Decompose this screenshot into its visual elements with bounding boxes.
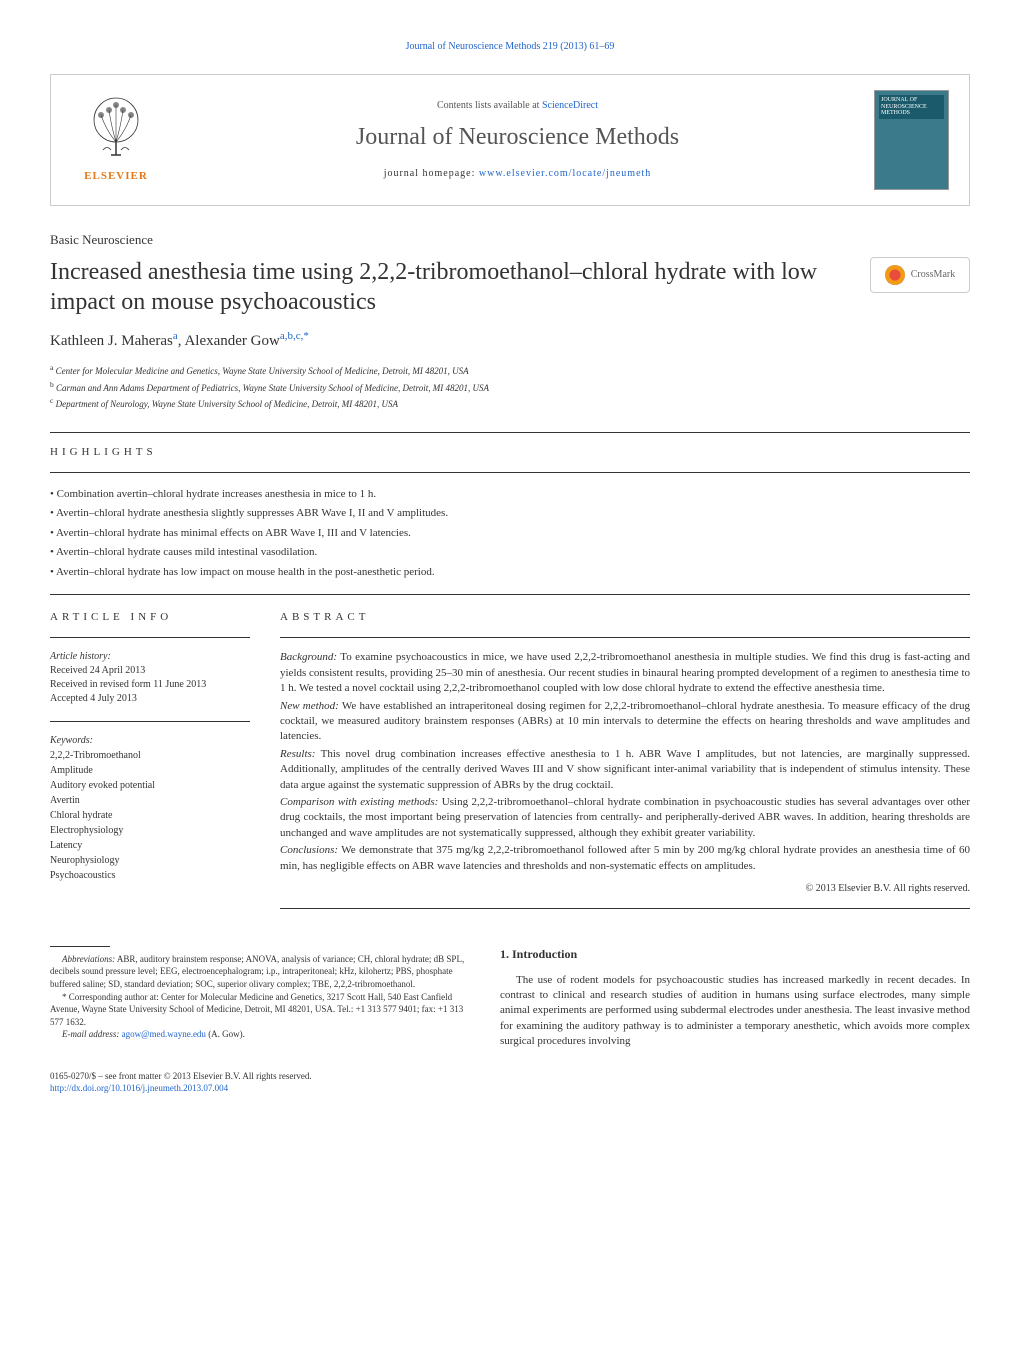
section-label: Basic Neuroscience: [50, 231, 970, 249]
keywords-label: Keywords:: [50, 734, 250, 748]
highlights-heading: HIGHLIGHTS: [50, 445, 970, 460]
abstract-text: This novel drug combination increases ef…: [280, 748, 970, 791]
abstract-new-method: New method: We have established an intra…: [280, 699, 970, 745]
history-lines: Received 24 April 2013Received in revise…: [50, 664, 250, 706]
cover-title: JOURNAL OF NEUROSCIENCE METHODS: [879, 95, 944, 119]
abstract-conclusions: Conclusions: We demonstrate that 375 mg/…: [280, 843, 970, 874]
journal-cover-thumbnail: JOURNAL OF NEUROSCIENCE METHODS: [874, 90, 949, 190]
crossmark-label: CrossMark: [911, 268, 955, 282]
elsevier-logo: ELSEVIER: [71, 90, 161, 190]
copyright-line: © 2013 Elsevier B.V. All rights reserved…: [280, 882, 970, 896]
keyword: Neurophysiology: [50, 853, 250, 868]
article-history: Article history: Received 24 April 2013R…: [50, 650, 250, 706]
authors-line: Kathleen J. Maherasa, Alexander Gowa,b,c…: [50, 329, 970, 352]
abstract-label: Conclusions:: [280, 844, 338, 856]
divider: [280, 637, 970, 638]
keyword: Electrophysiology: [50, 823, 250, 838]
journal-name: Journal of Neuroscience Methods: [161, 121, 874, 155]
footnotes-column: Abbreviations: ABR, auditory brainstem r…: [50, 946, 470, 1050]
history-line: Accepted 4 July 2013: [50, 692, 250, 706]
abbreviations-footnote: Abbreviations: ABR, auditory brainstem r…: [50, 953, 470, 991]
article-title: Increased anesthesia time using 2,2,2-tr…: [50, 257, 870, 317]
abstract-text: We have established an intraperitoneal d…: [280, 700, 970, 743]
intro-section: Abbreviations: ABR, auditory brainstem r…: [50, 946, 970, 1050]
doi-link[interactable]: http://dx.doi.org/10.1016/j.jneumeth.201…: [50, 1083, 228, 1093]
abstract-label: Comparison with existing methods:: [280, 796, 438, 808]
keyword: Amplitude: [50, 763, 250, 778]
title-row: Increased anesthesia time using 2,2,2-tr…: [50, 257, 970, 317]
homepage-line: journal homepage: www.elsevier.com/locat…: [161, 167, 874, 181]
keywords-block: Keywords: 2,2,2-TribromoethanolAmplitude…: [50, 734, 250, 883]
keyword: Avertin: [50, 793, 250, 808]
highlights-list: Combination avertin–chloral hydrate incr…: [50, 485, 970, 582]
affiliation: a Center for Molecular Medicine and Gene…: [50, 362, 970, 379]
highlight-item: Avertin–chloral hydrate causes mild inte…: [50, 543, 970, 562]
affiliation: c Department of Neurology, Wayne State U…: [50, 395, 970, 412]
issn-line: 0165-0270/$ – see front matter © 2013 El…: [50, 1070, 970, 1083]
abstract-label: New method:: [280, 700, 339, 712]
crossmark-icon: [885, 265, 905, 285]
keywords-list: 2,2,2-TribromoethanolAmplitudeAuditory e…: [50, 748, 250, 883]
crossmark-badge[interactable]: CrossMark: [870, 257, 970, 293]
affiliations: a Center for Molecular Medicine and Gene…: [50, 362, 970, 412]
history-line: Received in revised form 11 June 2013: [50, 678, 250, 692]
contents-available-line: Contents lists available at ScienceDirec…: [161, 99, 874, 113]
highlight-item: Avertin–chloral hydrate has low impact o…: [50, 563, 970, 582]
intro-column: 1. Introduction The use of rodent models…: [500, 946, 970, 1050]
corresp-text: Corresponding author at: Center for Mole…: [50, 992, 463, 1027]
abstract-label: Results:: [280, 748, 315, 760]
corresponding-footnote: * Corresponding author at: Center for Mo…: [50, 991, 470, 1029]
keyword: Psychoacoustics: [50, 868, 250, 883]
info-abstract-row: ARTICLE INFO Article history: Received 2…: [50, 610, 970, 921]
abstract-column: ABSTRACT Background: To examine psychoac…: [280, 610, 970, 921]
abstract-label: Background:: [280, 651, 337, 663]
divider: [50, 721, 250, 722]
citation-link[interactable]: Journal of Neuroscience Methods 219 (201…: [406, 41, 615, 52]
highlight-item: Avertin–chloral hydrate anesthesia sligh…: [50, 504, 970, 523]
article-info-column: ARTICLE INFO Article history: Received 2…: [50, 610, 250, 921]
abstract-comparison: Comparison with existing methods: Using …: [280, 795, 970, 841]
article-info-heading: ARTICLE INFO: [50, 610, 250, 625]
abstract-heading: ABSTRACT: [280, 610, 970, 625]
journal-header-box: ELSEVIER Contents lists available at Sci…: [50, 74, 970, 206]
intro-paragraph: The use of rodent models for psychoacous…: [500, 973, 970, 1050]
history-line: Received 24 April 2013: [50, 664, 250, 678]
keyword: Chloral hydrate: [50, 808, 250, 823]
abstract-text: We demonstrate that 375 mg/kg 2,2,2-trib…: [280, 844, 970, 871]
header-center: Contents lists available at ScienceDirec…: [161, 99, 874, 181]
email-label: E-mail address:: [62, 1029, 122, 1039]
abstract-results: Results: This novel drug combination inc…: [280, 747, 970, 793]
divider: [50, 432, 970, 433]
keyword: Latency: [50, 838, 250, 853]
homepage-prefix: journal homepage:: [384, 168, 479, 179]
contents-prefix: Contents lists available at: [437, 100, 542, 111]
keyword: 2,2,2-Tribromoethanol: [50, 748, 250, 763]
affiliation: b Carman and Ann Adams Department of Ped…: [50, 379, 970, 396]
sciencedirect-link[interactable]: ScienceDirect: [542, 100, 598, 111]
elsevier-tree-icon: [81, 95, 151, 165]
abbrev-label: Abbreviations:: [62, 954, 115, 964]
email-footnote: E-mail address: agow@med.wayne.edu (A. G…: [50, 1028, 470, 1041]
footnote-rule: [50, 946, 110, 947]
elsevier-name: ELSEVIER: [84, 169, 148, 184]
divider: [50, 594, 970, 595]
citation-header: Journal of Neuroscience Methods 219 (201…: [50, 40, 970, 54]
history-label: Article history:: [50, 650, 250, 664]
homepage-link[interactable]: www.elsevier.com/locate/jneumeth: [479, 168, 651, 179]
abstract-background: Background: To examine psychoacoustics i…: [280, 650, 970, 696]
divider: [50, 637, 250, 638]
bottom-meta: 0165-0270/$ – see front matter © 2013 El…: [50, 1070, 970, 1095]
abstract-text: To examine psychoacoustics in mice, we h…: [280, 651, 970, 694]
email-link[interactable]: agow@med.wayne.edu: [122, 1029, 206, 1039]
highlight-item: Avertin–chloral hydrate has minimal effe…: [50, 524, 970, 543]
keyword: Auditory evoked potential: [50, 778, 250, 793]
highlight-item: Combination avertin–chloral hydrate incr…: [50, 485, 970, 504]
intro-heading: 1. Introduction: [500, 946, 970, 963]
divider: [280, 908, 970, 909]
email-suffix: (A. Gow).: [206, 1029, 245, 1039]
divider: [50, 472, 970, 473]
